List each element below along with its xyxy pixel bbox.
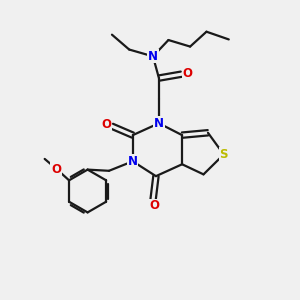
Text: N: N bbox=[154, 117, 164, 130]
Text: O: O bbox=[101, 118, 111, 131]
Text: S: S bbox=[220, 148, 228, 161]
Text: N: N bbox=[128, 155, 138, 168]
Text: O: O bbox=[149, 200, 160, 212]
Text: N: N bbox=[148, 50, 158, 63]
Text: O: O bbox=[51, 163, 61, 176]
Text: O: O bbox=[182, 67, 192, 80]
